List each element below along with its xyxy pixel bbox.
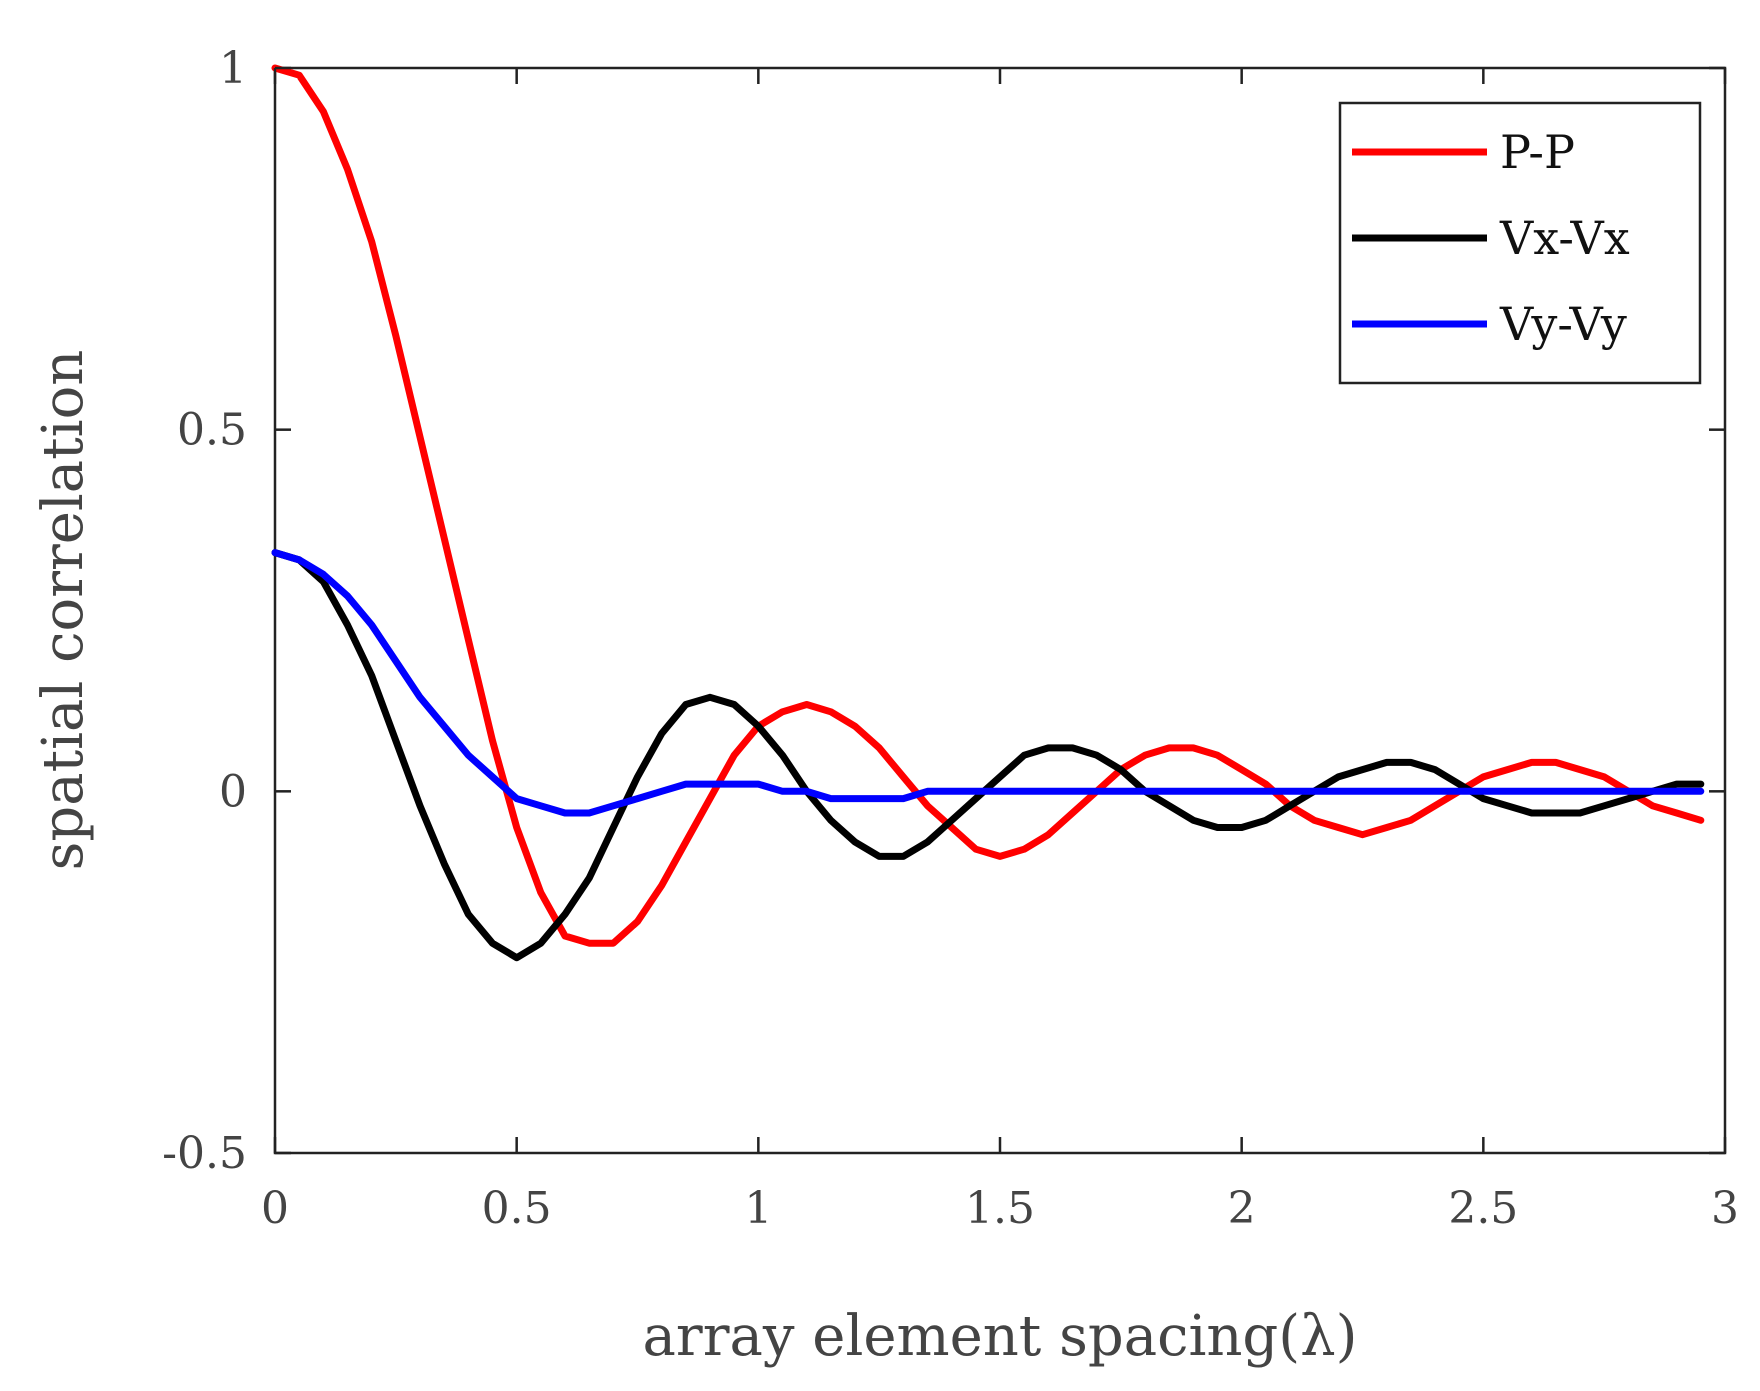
y-tick-label: 0.5 bbox=[177, 405, 247, 456]
legend: P-P Vx-Vx Vy-Vy bbox=[1338, 101, 1702, 385]
legend-label-vx-vx: Vx-Vx bbox=[1499, 211, 1630, 265]
y-tick-label: 1 bbox=[219, 43, 247, 94]
y-tick-label: 0 bbox=[219, 766, 247, 817]
x-tick-label: 0.5 bbox=[482, 1183, 552, 1234]
x-tick-label: 1.5 bbox=[965, 1183, 1035, 1234]
series-line-vx-vx bbox=[271, 549, 1705, 962]
ticks-group: 0 0.5 1 1.5 2 2.5 3 -0.5 0 0.5 1 bbox=[162, 43, 1739, 1234]
legend-label-vy-vy: Vy-Vy bbox=[1499, 297, 1627, 351]
series-line-vy-vy bbox=[271, 549, 1705, 817]
x-tick-label: 1 bbox=[744, 1183, 772, 1234]
x-tick-label: 2.5 bbox=[1448, 1183, 1518, 1234]
y-axis-label: spatial correlation bbox=[31, 350, 96, 871]
y-tick-label: -0.5 bbox=[162, 1128, 247, 1179]
x-axis-label: array element spacing(λ) bbox=[643, 1304, 1358, 1369]
x-tick-label: 0 bbox=[261, 1183, 289, 1234]
legend-label-p-p: P-P bbox=[1500, 125, 1575, 179]
series-group bbox=[271, 64, 1705, 962]
x-tick-label: 2 bbox=[1228, 1183, 1256, 1234]
x-tick-label: 3 bbox=[1711, 1183, 1739, 1234]
